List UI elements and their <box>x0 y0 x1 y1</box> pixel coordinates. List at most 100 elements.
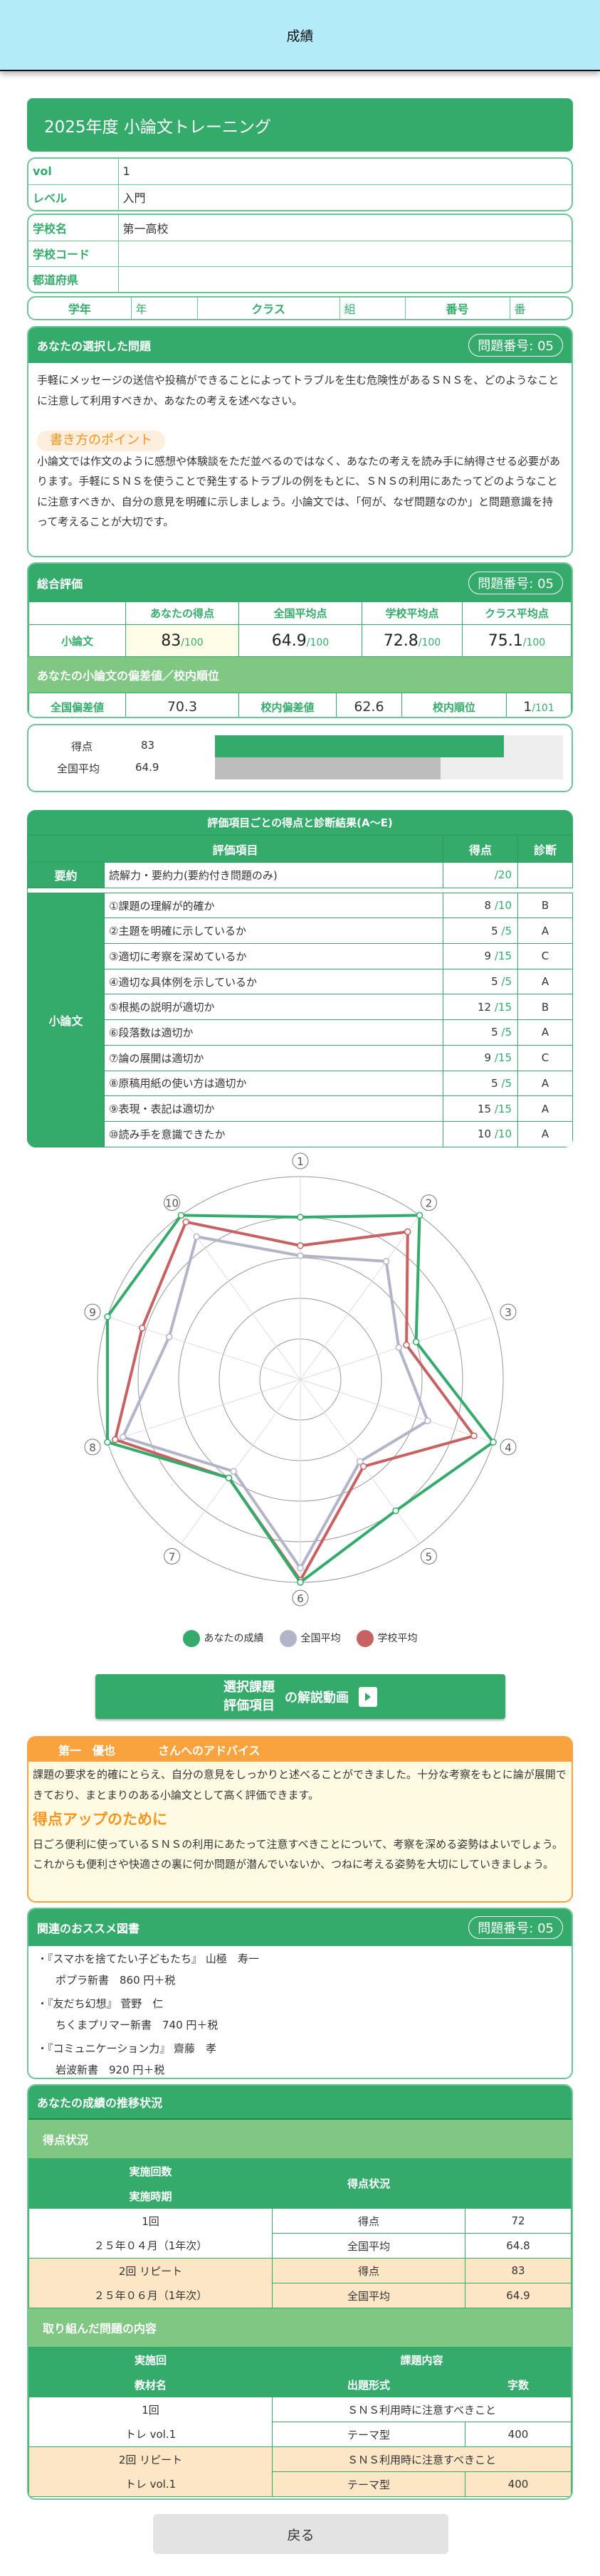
history-period: ２５年０６月（1年次） <box>28 2283 273 2308</box>
eval-item: ④適切な具体例を示しているか <box>103 968 444 995</box>
school-avg: 72.8 <box>383 631 419 650</box>
advice-title: さんへのアドバイス <box>158 1744 260 1757</box>
vol-value: 1 <box>117 159 572 185</box>
axis-label-circle <box>420 1194 437 1211</box>
radar-point <box>357 1458 364 1466</box>
eval-max: /5 <box>501 1026 512 1039</box>
eval-max: /15 <box>494 950 512 963</box>
content-section-title: 取り組んだ問題の内容 <box>28 2308 572 2347</box>
score-bar-fill <box>215 735 504 757</box>
axis-label: 5 <box>426 1550 433 1563</box>
page-title: 成績 <box>286 28 314 44</box>
axis-label-circle <box>164 1547 181 1565</box>
eval-score: 12 <box>478 1000 492 1014</box>
bar-score-label: 得点 <box>71 740 93 753</box>
school-table: 学校名 第一高校 学校コード 都道府県 <box>27 214 573 293</box>
radar-point <box>424 1417 431 1424</box>
course-title: 2025年度 小論文トレーニング <box>27 98 573 152</box>
radar-point <box>230 1468 237 1475</box>
rank-denom: /101 <box>532 703 554 714</box>
rank-value: 1 <box>523 699 532 715</box>
radar-point <box>382 1258 390 1265</box>
radar-point <box>470 1432 478 1440</box>
history-score: 72 <box>465 2208 572 2234</box>
eval-max: /10 <box>494 1127 512 1141</box>
eval-diag: B <box>517 994 573 1021</box>
eval-score: 5 <box>491 975 498 989</box>
eval-h-score: 得点 <box>443 835 519 863</box>
number-unit: 番 <box>509 298 572 319</box>
book-publisher: ポプラ新書 860 円＋税 <box>56 1973 176 1987</box>
score-bar-track <box>215 735 563 757</box>
history-row: 2回 リピート 得点 83 <box>28 2258 572 2283</box>
eval-max: /5 <box>501 924 512 937</box>
video-suffix: の解説動画 <box>285 1690 349 1705</box>
history-row: 1回 得点 72 <box>28 2208 572 2234</box>
legend-label: あなたの成績 <box>204 1633 264 1644</box>
eval-diag: A <box>517 918 573 945</box>
level-value: 入門 <box>117 184 572 210</box>
essay-cat: 小論文 <box>27 892 105 1147</box>
content-material: トレ vol.1 <box>28 2471 273 2497</box>
legend-swatch <box>182 1630 200 1647</box>
explanation-video-button[interactable]: 選択課題 評価項目 の解説動画 <box>95 1674 505 1719</box>
h-period: 実施時期 <box>28 2183 273 2209</box>
axis-label-circle <box>84 1439 101 1456</box>
eval-row: 小論文 ①課題の理解が的確か 8 /10 B <box>27 892 573 1147</box>
content-round: 2回 リピート <box>28 2446 273 2472</box>
legend-item[interactable]: 全国平均 <box>279 1630 341 1647</box>
eval-row: ⑨表現・表記は適切か 15 /15 A <box>28 1095 573 1122</box>
score-up-title: 得点アップのために <box>33 1811 167 1828</box>
eval-diag: A <box>517 968 573 995</box>
col-national-avg: 全国平均点 <box>238 601 362 625</box>
eval-item: ⑨表現・表記は適切か <box>103 1095 444 1122</box>
eval-max: /5 <box>501 975 512 989</box>
pref-label: 都道府県 <box>28 266 119 292</box>
history-count: 1回 <box>28 2208 273 2234</box>
eval-item: ③適切に考察を深めているか <box>103 943 444 969</box>
advice-card: 第一 優也 さんへのアドバイス 課題の要求を的確にとらえ、自分の意見をしっかりと述… <box>27 1736 573 1903</box>
eval-score: 10 <box>478 1127 492 1141</box>
eval-max: /15 <box>494 1000 512 1014</box>
school-dev-label: 校内偏差値 <box>238 693 337 717</box>
radar-point <box>182 1218 189 1226</box>
student-name: 第一 優也 <box>58 1744 116 1757</box>
axis-label-circle <box>420 1547 437 1565</box>
legend-swatch <box>356 1630 374 1647</box>
radar-point <box>165 1333 173 1340</box>
h-content: 課題内容 <box>272 2347 572 2372</box>
radar-point <box>112 1436 119 1444</box>
eval-row: ④適切な具体例を示しているか 5 /5 A <box>28 968 573 995</box>
denom: /100 <box>418 636 441 648</box>
radar-point <box>412 1338 420 1345</box>
eval-item: ⑦論の展開は適切か <box>103 1044 444 1071</box>
radar-spoke <box>300 1215 420 1380</box>
content-chars: 400 <box>465 2471 572 2497</box>
books-title: 関連のおススメ図書 <box>37 1922 140 1935</box>
radar-point <box>416 1211 423 1219</box>
class-avg: 75.1 <box>488 631 523 650</box>
eval-item: ⑩読み手を意識できたか <box>103 1120 444 1147</box>
summary-diag <box>517 862 573 888</box>
axis-label-circle <box>292 1589 309 1607</box>
school-dev-value: 62.6 <box>336 693 402 717</box>
vol-level-table: vol 1 レベル 入門 <box>27 157 573 211</box>
h-chars: 字数 <box>465 2372 572 2397</box>
grade-label: 学年 <box>68 303 91 316</box>
eval-diag: B <box>517 892 573 919</box>
legend-item[interactable]: 学校平均 <box>356 1630 418 1647</box>
legend-swatch <box>279 1630 297 1647</box>
radar-series-line <box>121 1235 429 1570</box>
denom: /100 <box>522 636 546 648</box>
problem-card: あなたの選択した問題 問題番号: 05 手軽にメッセージの送信や投稿ができることに… <box>27 326 573 557</box>
legend-item[interactable]: あなたの成績 <box>182 1630 264 1647</box>
eval-score: 9 <box>484 1051 492 1065</box>
back-button[interactable]: 戻る <box>153 2514 448 2554</box>
eval-table-card: 評価項目ごとの得点と診断結果(A～E) 評価項目 得点 診断 要約 読解力・要約力(要… <box>27 810 573 1147</box>
score-bar-card: 得点 83 全国平均 64.9 <box>27 724 573 792</box>
axis-label-circle <box>164 1194 181 1211</box>
h-material: 教材名 <box>28 2372 273 2397</box>
summary-cat: 要約 <box>27 862 105 888</box>
advice-text: 課題の要求を的確にとらえ、自分の意見をしっかりと述べることができました。十分な考… <box>33 1768 567 1802</box>
content-material: トレ vol.1 <box>28 2422 273 2447</box>
